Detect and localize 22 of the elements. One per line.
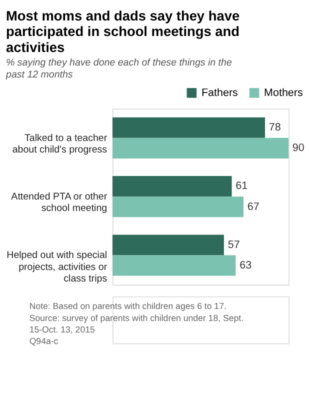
bar [112, 138, 288, 158]
legend-label: Mothers [264, 86, 303, 99]
chart-subtitle: % saying they have done each of these things in the past 12 months [5, 58, 232, 80]
text: Note: Based on parents with children ages 6 to 17. [29, 301, 226, 312]
data-label: 78 [268, 122, 281, 134]
data-label: 90 [292, 142, 304, 154]
bar [112, 196, 244, 218]
bar [112, 176, 232, 197]
data-label: 67 [247, 200, 260, 213]
y-tick-label: Attended PTA or other school meeting [11, 192, 108, 214]
bar [112, 234, 224, 256]
text: Q94a-c [29, 336, 59, 346]
data-label: 57 [228, 238, 240, 251]
chart-title: Most moms and dads say they have participated in school meetings and activities [6, 8, 240, 55]
data-label: 63 [240, 259, 252, 272]
source-note: Source: survey of parents with children under 18, Sept. 15-Oct. 13, 2015 [29, 312, 244, 335]
bar [112, 255, 236, 276]
legend-label: Fathers [201, 86, 238, 99]
bar [112, 117, 266, 138]
y-tick-label: Helped out with special projects, activities or class trips [6, 250, 108, 285]
data-label: 61 [236, 180, 248, 192]
y-tick-label: Talked to a teacher about child's progress [12, 132, 108, 156]
